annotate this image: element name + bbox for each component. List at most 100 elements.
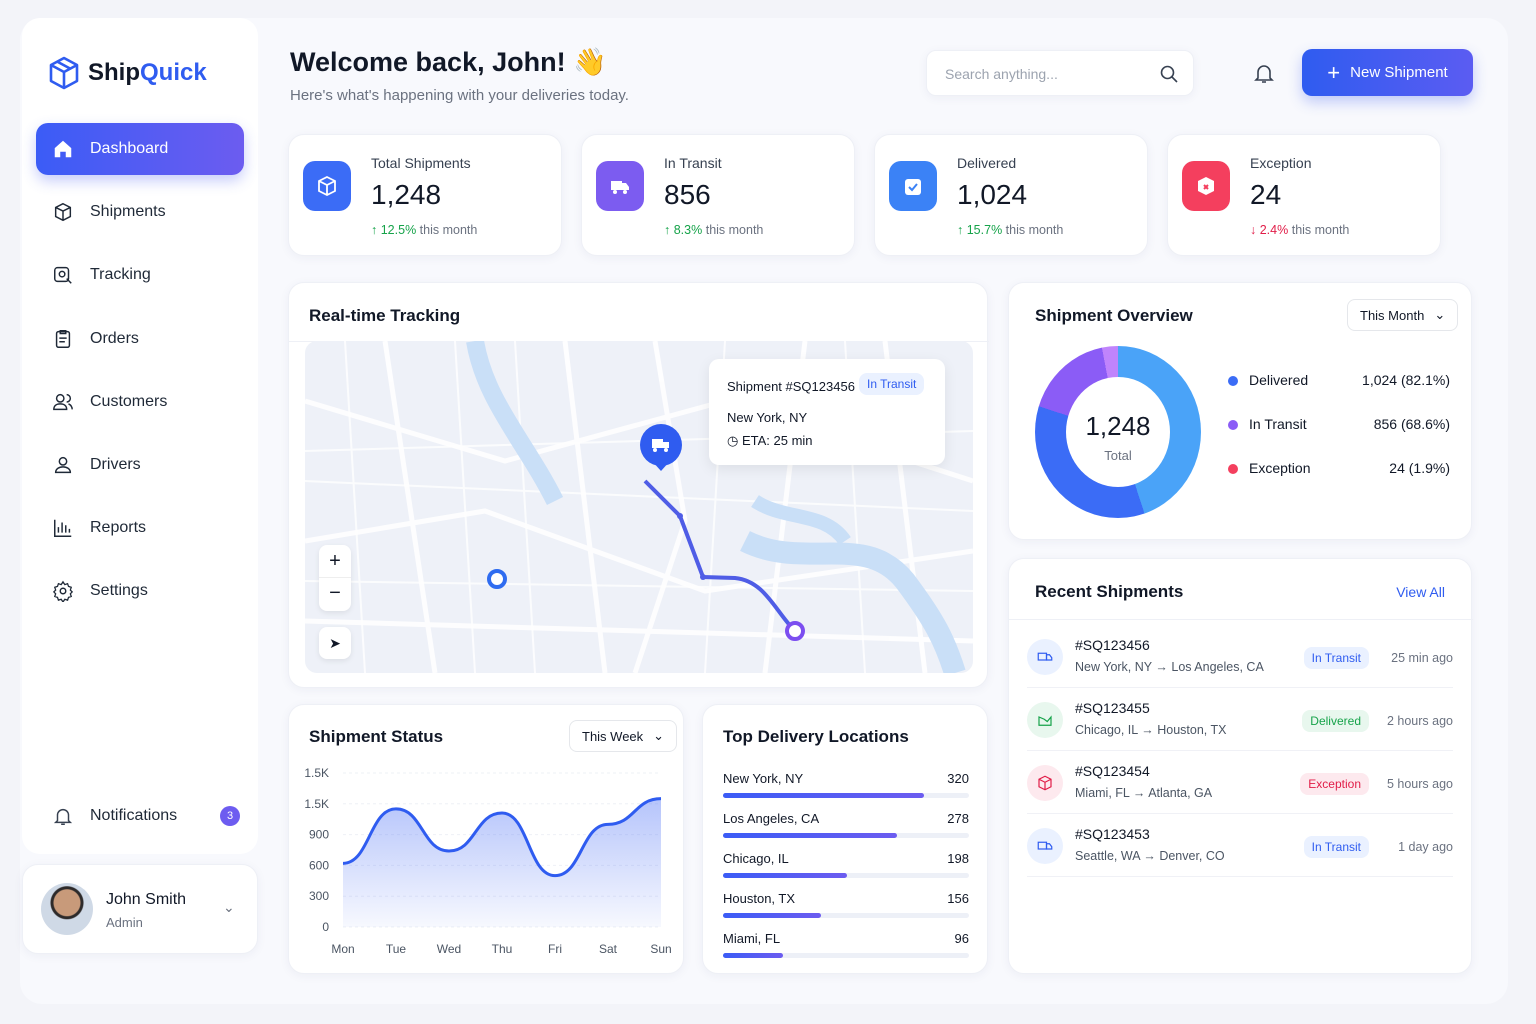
stat-change: 12.5% [380,223,417,237]
route-from: Chicago, IL [1075,723,1138,737]
brand-name: Ship [88,59,140,86]
view-all-link[interactable]: View All [1396,584,1445,600]
chevron-down-icon[interactable]: ⌄ [223,899,235,915]
shipment-time: 1 day ago [1398,840,1453,854]
route-to: Los Angeles, CA [1171,660,1264,674]
shipment-id: #SQ123456 [1075,637,1150,653]
location-name: Los Angeles, CA [723,811,820,826]
sidebar-item-label: Tracking [90,266,151,284]
overview-period-dropdown[interactable]: This Month ⌄ [1347,299,1459,331]
recent-shipments-card: Recent Shipments View All #SQ123456 New Y… [1008,558,1473,974]
sidebar-item-settings[interactable]: Settings [36,565,244,617]
y-tick-label: 300 [309,889,329,903]
legend-label: In Transit [1249,416,1307,432]
x-tick-label: Wed [437,942,461,956]
clipboard-icon [55,329,71,348]
check-clipboard-icon [889,161,937,211]
shipment-overview-card: Shipment Overview This Month ⌄ 1,248 Tota… [1008,282,1472,540]
stat-value: 1,024 [957,179,1028,210]
sidebar-item-tracking[interactable]: Tracking [36,249,244,301]
y-tick-label: 1.5K [304,766,329,780]
overview-title: Shipment Overview [1035,306,1193,325]
status-period-dropdown[interactable]: This Week ⌄ [569,720,678,752]
legend-value: 856 (68.6%) [1373,416,1450,432]
stat-label: Exception [1250,155,1312,171]
chart-icon [54,519,72,538]
zoom-out-button[interactable]: − [329,582,341,604]
sidebar-item-customers[interactable]: Customers [36,376,244,428]
search-icon[interactable] [1159,64,1179,84]
search-input[interactable]: Search anything... [926,50,1194,96]
map[interactable]: Shipment #SQ123456 In Transit New York, … [305,341,973,673]
sidebar-item-dashboard[interactable]: Dashboard [36,123,244,175]
page-title: Welcome back, John! 👋 [290,47,607,77]
new-shipment-button[interactable]: + New Shipment [1302,49,1473,96]
route-from: New York, NY [1075,660,1152,674]
location-bar [723,873,969,878]
stat-value: 24 [1250,179,1282,210]
zoom-in-button[interactable]: + [319,545,351,578]
location-count: 278 [947,811,969,826]
sidebar-item-label: Drivers [90,456,141,473]
stat-card-delivered[interactable]: Delivered 1,024 ↑ 15.7% this month [874,134,1148,256]
trend-arrow-icon: ↑ [957,223,964,237]
shipment-row[interactable]: #SQ123455 Chicago, IL → Houston, TX Delive… [1027,688,1453,751]
stat-card-total-shipments[interactable]: Total Shipments 1,248 ↑ 12.5% this month [288,134,562,256]
user-role: Admin [106,915,143,930]
chevron-down-icon: ⌄ [1434,307,1446,322]
locate-button[interactable]: ➤ [319,627,351,659]
location-bar [723,833,969,838]
shipment-row[interactable]: #SQ123454 Miami, FL → Atlanta, GA Exceptio… [1027,751,1453,814]
stat-label: In Transit [664,155,722,171]
donut-total: 1,248 [1085,411,1151,441]
sidebar-item-reports[interactable]: Reports [36,502,244,554]
search-placeholder: Search anything... [945,66,1058,82]
notification-count-badge: 3 [220,806,240,826]
notification-bell-icon[interactable] [1252,60,1276,86]
user-profile[interactable]: John Smith Admin ⌄ [22,864,258,954]
sidebar-item-shipments[interactable]: Shipments [36,186,244,238]
tracking-title: Real-time Tracking [309,306,461,325]
legend-value: 1,024 (82.1%) [1362,372,1450,388]
stat-change: 15.7% [966,223,1003,237]
avatar [41,883,93,935]
x-tick-label: Thu [492,942,513,956]
box-logo-icon [49,56,79,90]
sidebar-item-orders[interactable]: Orders [36,313,244,365]
shipment-time: 2 hours ago [1386,714,1453,728]
location-name: Chicago, IL [723,851,789,866]
shipment-row[interactable]: #SQ123456 New York, NY → Los Angeles, CA I… [1027,625,1453,688]
stat-change: 8.3% [673,223,703,237]
delivered-icon [1027,702,1063,738]
locations-title: Top Delivery Locations [723,727,909,746]
logo[interactable]: ShipQuick [48,56,207,90]
stat-change-suffix: this month [419,223,478,237]
location-name: Miami, FL [723,931,781,946]
legend-dot [1228,376,1238,386]
location-count: 198 [947,851,969,866]
status-badge: Exception [1300,773,1369,795]
sidebar-item-label: Orders [90,329,139,347]
shipment-row[interactable]: #SQ123453 Seattle, WA → Denver, CO In Tran… [1027,814,1453,877]
sidebar-item-label: Settings [90,582,148,600]
sidebar-item-label: Reports [90,519,147,537]
sidebar-item-notifications[interactable]: Notifications 3 [36,790,244,842]
shipment-status-card: Shipment Status This Week ⌄ 0 300 600 900 1.5… [288,704,684,974]
top-locations-card: Top Delivery Locations New York, NY 320 Lo… [702,704,988,974]
route-from: Seattle, WA [1075,849,1140,863]
legend-value: 24 (1.9%) [1389,460,1450,476]
stat-card-in-transit[interactable]: In Transit 856 ↑ 8.3% this month [581,134,855,256]
stat-change-suffix: this month [1005,223,1064,237]
location-name: Houston, TX [723,891,796,906]
home-icon [54,140,72,158]
location-count: 320 [947,771,969,786]
area-fill [343,798,661,927]
shipment-time: 25 min ago [1391,651,1453,665]
stat-card-exception[interactable]: Exception 24 ↓ 2.4% this month [1167,134,1441,256]
location-name: New York, NY [723,771,804,786]
donut-chart: 1,248 Total [1035,346,1201,518]
arrow-right-icon: → [1155,660,1168,674]
popup-status-badge: In Transit [859,373,925,395]
sidebar-item-drivers[interactable]: Drivers [36,439,244,491]
status-badge: In Transit [1303,836,1369,858]
